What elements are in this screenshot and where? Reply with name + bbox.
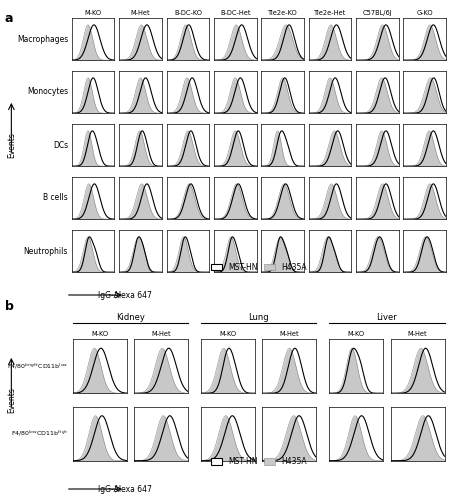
Text: M-KO: M-KO [91,331,109,337]
Text: DCs: DCs [53,140,68,149]
Text: Lung: Lung [248,313,269,322]
Text: C57BL/6J: C57BL/6J [363,10,392,16]
Text: M-Het: M-Het [131,10,150,16]
Text: F4/80$^{low}$CD11b$^{high}$: F4/80$^{low}$CD11b$^{high}$ [10,429,68,438]
Text: Kidney: Kidney [116,313,145,322]
Text: M-Het: M-Het [280,331,299,337]
Text: M-KO: M-KO [84,10,102,16]
Text: a: a [5,12,13,26]
Text: M-KO: M-KO [219,331,237,337]
Text: Neutrophils: Neutrophils [24,246,68,256]
Text: G-KO: G-KO [416,10,433,16]
Text: B-DC-Het: B-DC-Het [220,10,251,16]
Legend: MST-HN, H435A: MST-HN, H435A [211,457,307,466]
Text: M-KO: M-KO [348,331,365,337]
Text: M-Het: M-Het [151,331,171,337]
Text: Tie2e-Het: Tie2e-Het [314,10,346,16]
Text: IgG-Alexa 647: IgG-Alexa 647 [98,290,152,300]
Text: Tie2e-KO: Tie2e-KO [268,10,297,16]
Text: b: b [5,300,14,313]
Legend: MST-HN, H435A: MST-HN, H435A [211,262,307,272]
Text: IgG-Alexa 647: IgG-Alexa 647 [98,484,152,494]
Text: Liver: Liver [376,313,397,322]
Text: Events: Events [7,387,16,413]
Text: Macrophages: Macrophages [17,34,68,43]
Text: Monocytes: Monocytes [27,88,68,96]
Text: M-Het: M-Het [408,331,427,337]
Text: Events: Events [7,132,16,158]
Text: B cells: B cells [43,194,68,202]
Text: B-DC-KO: B-DC-KO [174,10,202,16]
Text: F4/80$^{bright}$CD11b$^{low}$: F4/80$^{bright}$CD11b$^{low}$ [7,362,68,371]
